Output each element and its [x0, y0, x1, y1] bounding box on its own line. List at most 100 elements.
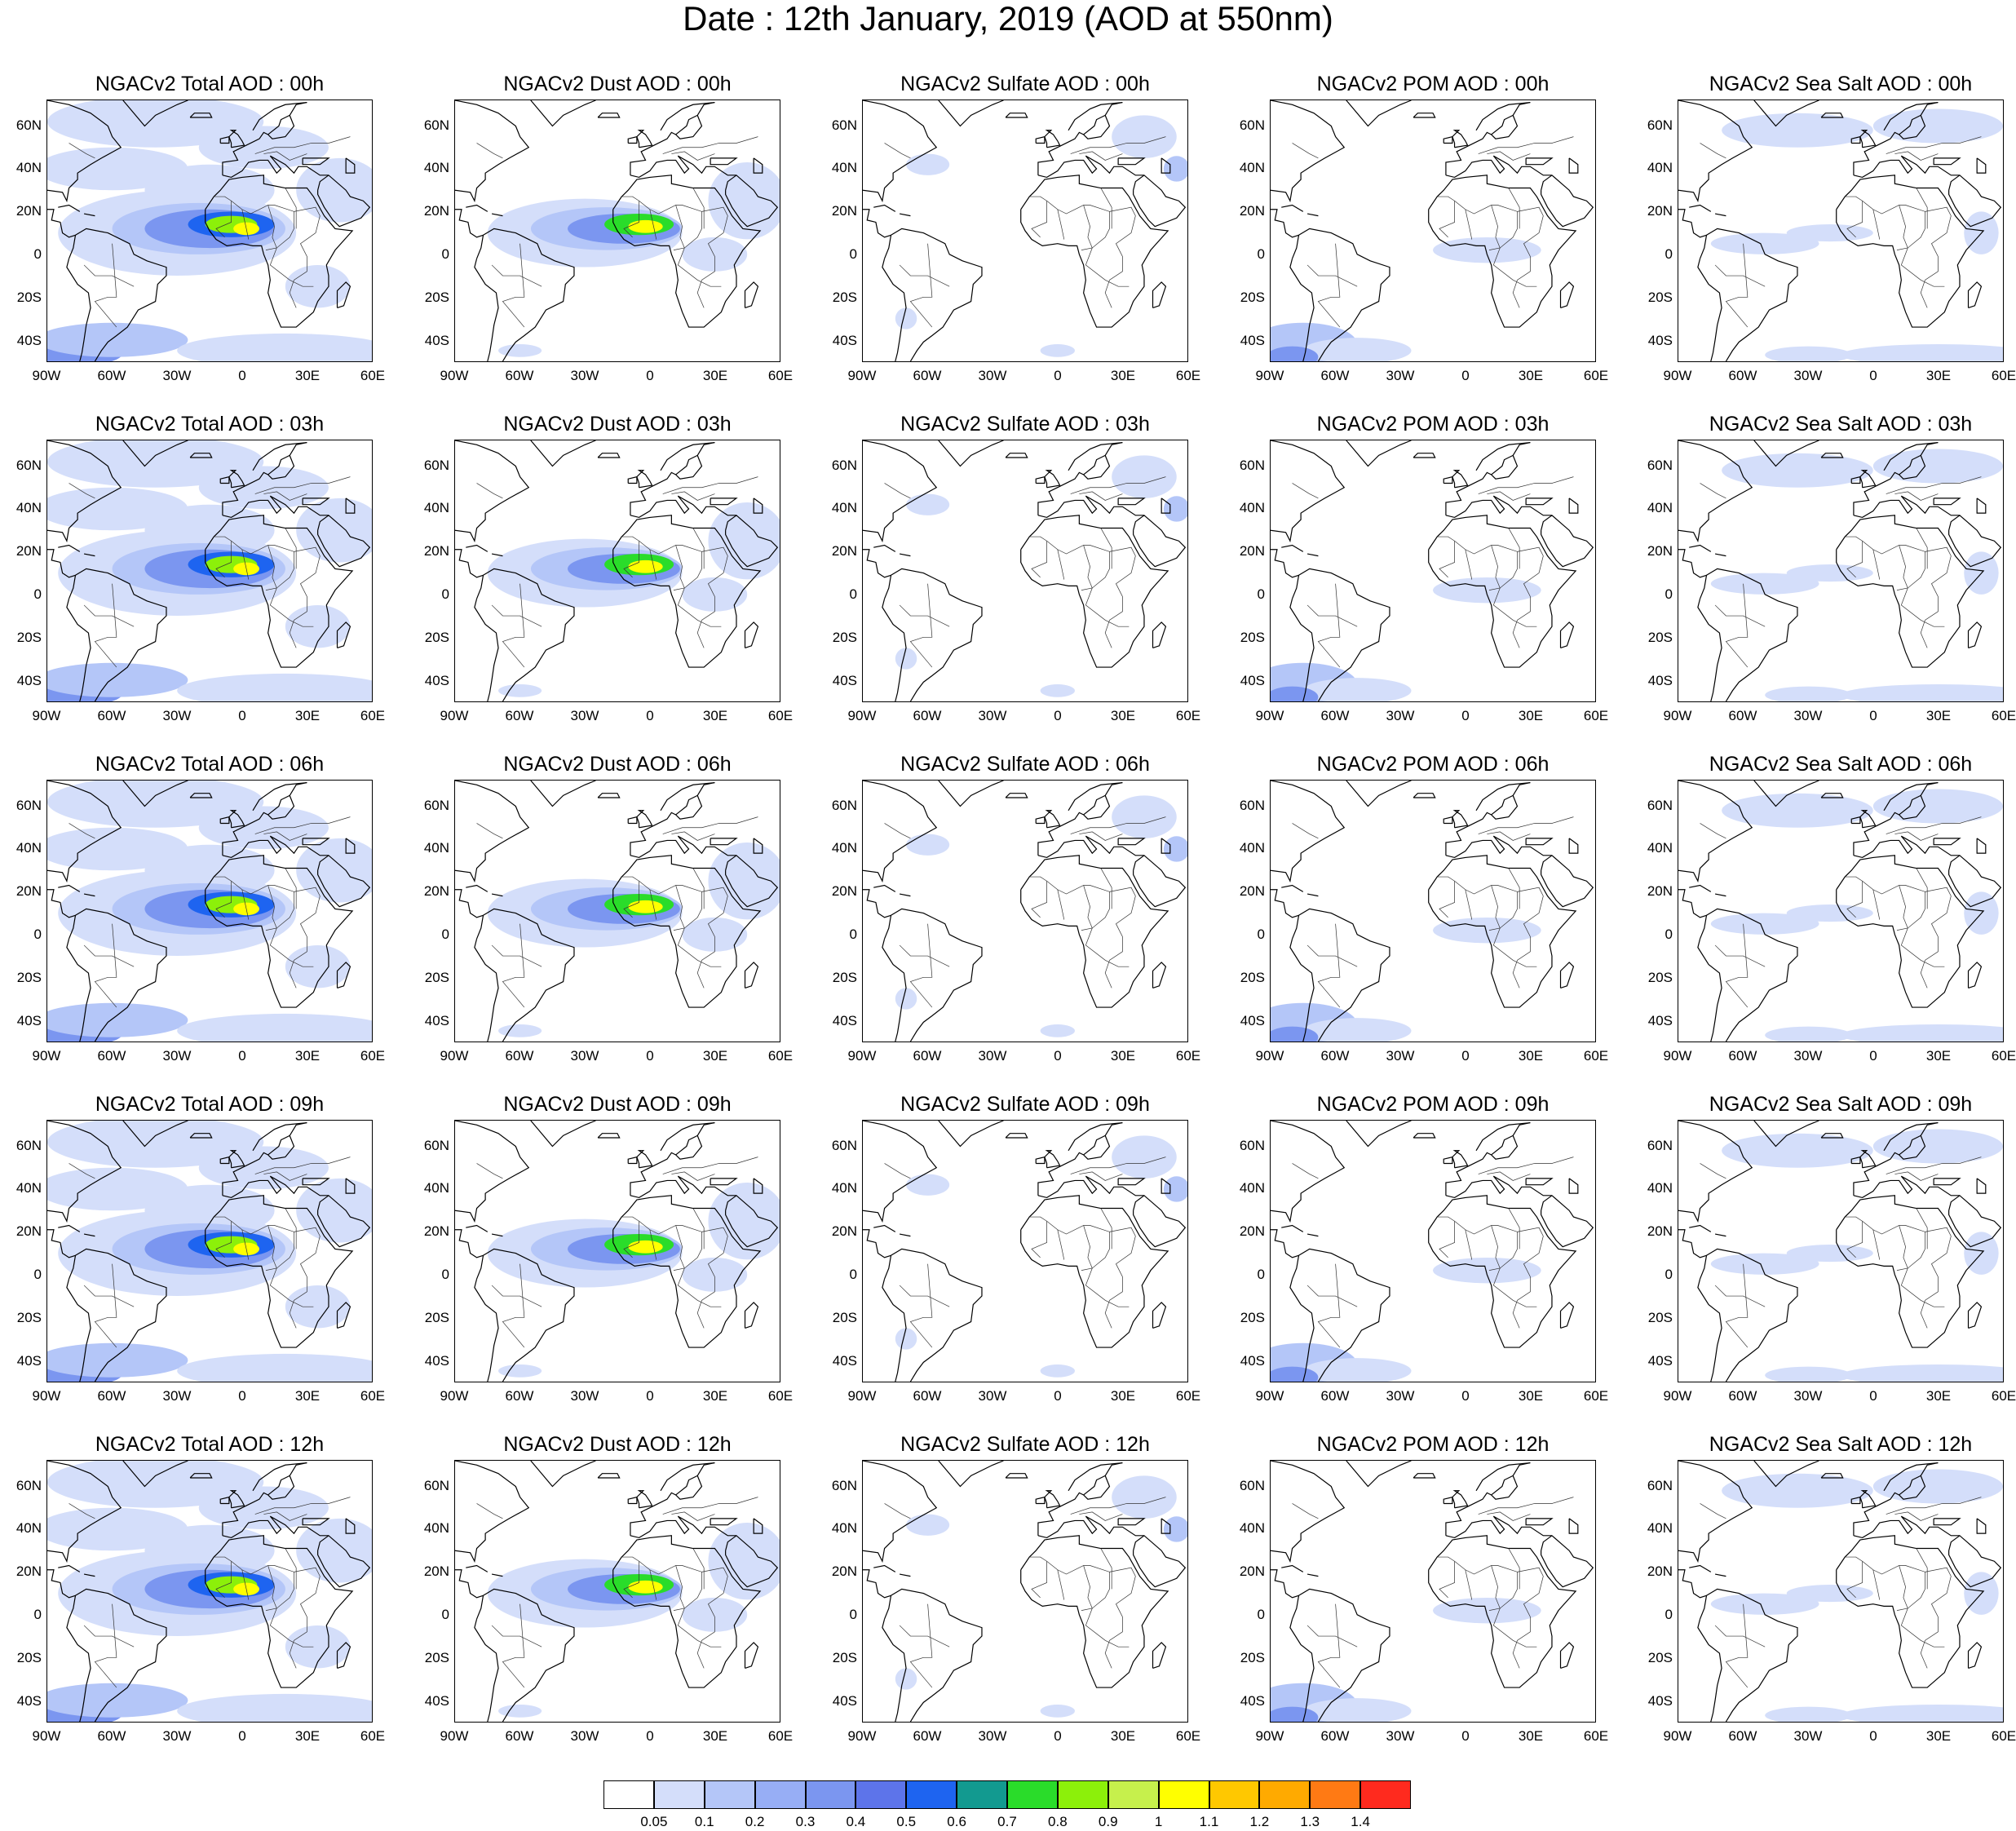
longitude-label: 30E — [1110, 708, 1136, 723]
coastline — [530, 100, 596, 127]
longitude-label: 30W — [978, 708, 1007, 723]
panel-title: NGACv2 Total AOD : 09h — [95, 1093, 325, 1116]
latitude-label: 60N — [423, 1137, 449, 1153]
coastline — [1083, 1134, 1106, 1156]
coastline — [205, 1535, 354, 1688]
coastline — [69, 483, 95, 499]
coastline — [122, 1121, 188, 1148]
coastline — [938, 1121, 1004, 1148]
coastline — [1820, 113, 1844, 118]
aerosol-field — [1710, 1253, 1819, 1275]
coastline — [660, 101, 715, 131]
coastline — [863, 100, 938, 203]
colorbar-swatch — [1209, 1780, 1260, 1809]
aerosol-field — [498, 1024, 542, 1037]
coastline — [269, 1267, 314, 1307]
latitude-label: 60N — [831, 1137, 857, 1153]
latitude-label: 20S — [1647, 969, 1673, 985]
coastline — [1035, 1496, 1046, 1505]
coastline — [725, 855, 779, 908]
aerosol-field — [708, 162, 780, 240]
longitude-label: 60W — [505, 708, 534, 723]
coastline — [1037, 1175, 1144, 1199]
coastline — [1859, 130, 1877, 148]
coastline — [884, 1503, 911, 1519]
coastline — [302, 1178, 330, 1186]
coastline — [1872, 889, 1881, 920]
latitude-label: 0 — [849, 927, 857, 943]
coastline — [909, 583, 933, 668]
coastline — [83, 604, 135, 627]
coastline — [675, 454, 698, 475]
aerosol-field — [296, 498, 372, 563]
coastline — [241, 549, 250, 580]
coastline — [1117, 838, 1146, 846]
latitude-label: 0 — [33, 1267, 42, 1283]
coastline — [623, 1561, 639, 1599]
coastline — [938, 1461, 1004, 1488]
longitude-label: 30E — [294, 368, 321, 383]
colorbar-swatch — [855, 1780, 907, 1809]
aerosol-field — [1765, 1026, 1852, 1042]
coastline — [1104, 1567, 1136, 1669]
map-panel-sulfate: NGACv2 Sulfate AOD : 03h 60N 40N 20N 0 20S 40S… — [820, 414, 1211, 740]
latitude-label: 40S — [1647, 1692, 1673, 1709]
coastline — [228, 470, 245, 489]
coastline — [1559, 1302, 1575, 1329]
coastline — [1850, 1496, 1861, 1505]
coastline — [1035, 475, 1046, 484]
longitude-label: 30W — [162, 1728, 192, 1744]
map-panel-seasalt: NGACv2 Sea Salt AOD : 09h 60N 40N 20N 0 20S 40… — [1635, 1094, 2016, 1420]
map-frame — [46, 1460, 373, 1723]
aerosol-field — [1786, 904, 1873, 922]
coastline — [627, 1496, 638, 1505]
coastline — [1085, 927, 1130, 967]
coastline — [863, 1121, 938, 1223]
coastline — [455, 549, 484, 578]
coastline — [75, 568, 167, 701]
coastline — [476, 235, 484, 259]
coastline — [1445, 1515, 1552, 1539]
coastline — [597, 1473, 621, 1479]
aerosol-field — [708, 1183, 780, 1260]
coastline — [1920, 206, 1952, 308]
coastline — [222, 155, 329, 179]
coastline — [1933, 157, 1961, 166]
coastline — [1478, 1497, 1574, 1515]
coastline — [1820, 1473, 1844, 1479]
coastline — [1452, 130, 1469, 148]
coastline — [1452, 470, 1469, 489]
coastline — [263, 1511, 307, 1521]
coastline — [1886, 1497, 1982, 1515]
longitude-label: 30E — [1925, 1048, 1952, 1064]
map-panel-seasalt: NGACv2 Sea Salt AOD : 06h 60N 40N 20N 0 20S 40… — [1635, 754, 2016, 1080]
coastline — [899, 893, 911, 897]
coastline — [1886, 136, 1982, 154]
latitude-label: 40S — [424, 332, 449, 348]
coastline — [1845, 876, 1925, 931]
coastline — [1948, 515, 2002, 568]
coastline — [884, 235, 892, 259]
coastline — [336, 281, 351, 308]
coastline — [285, 188, 297, 229]
coastline — [696, 1567, 728, 1669]
longitude-label: 60W — [97, 708, 126, 723]
coastline — [873, 204, 896, 212]
coastline — [1541, 1195, 1594, 1248]
latitude-label: 40N — [423, 1180, 449, 1196]
latitude-label: 0 — [33, 246, 42, 263]
coastline — [1689, 884, 1712, 892]
coastline — [1306, 1285, 1358, 1307]
coastline — [1853, 1175, 1960, 1199]
coastline — [891, 568, 983, 701]
coastline — [1886, 1157, 1982, 1174]
aerosol-field — [1163, 496, 1187, 522]
coastline — [1487, 491, 1531, 501]
coastline — [1037, 1462, 1123, 1536]
aerosol-field — [682, 577, 748, 612]
coastline — [1085, 1267, 1130, 1307]
coastline — [1491, 545, 1501, 589]
coastline — [725, 1195, 779, 1248]
coastline — [1541, 175, 1594, 228]
latitude-label: 60N — [1647, 1477, 1673, 1493]
